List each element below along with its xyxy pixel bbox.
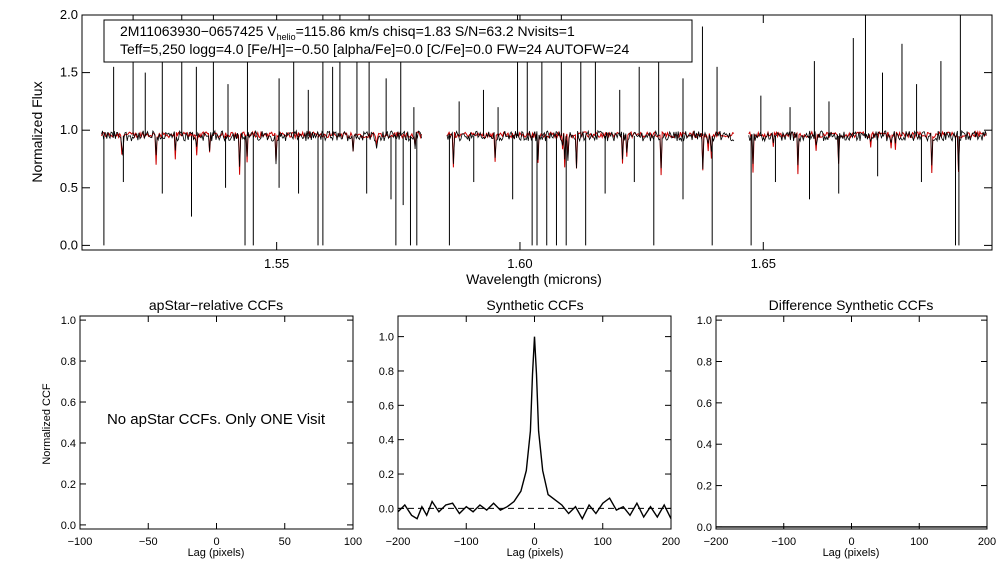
x-tick-label: 100: [594, 536, 612, 548]
x-tick-label: 1.65: [751, 256, 776, 271]
info-star-id: 2M11063930−0657425 V: [120, 23, 277, 39]
x-tick-label: 100: [910, 536, 928, 548]
difference-ccf-x-label: Lag (pixels): [823, 547, 880, 559]
y-tick-label: 0.0: [61, 520, 76, 532]
y-tick-label: 0.5: [60, 180, 78, 195]
apstar-ccf-title: apStar−relative CCFs: [149, 297, 283, 313]
y-tick-label: 0.2: [379, 469, 394, 481]
y-tick-label: 0.0: [697, 522, 712, 534]
observed-spectrum-line: [101, 129, 422, 167]
y-tick-label: 1.0: [60, 122, 78, 137]
x-tick-label: 0: [531, 536, 537, 548]
y-tick-label: 0.4: [697, 439, 712, 451]
y-tick-label: 1.5: [60, 65, 78, 80]
y-tick-label: 1.0: [697, 315, 712, 327]
x-tick-label: 200: [662, 536, 680, 548]
info-box: 2M11063930−0657425 Vhelio=115.86 km/s ch…: [103, 19, 693, 63]
x-tick-label: −200: [386, 536, 411, 548]
x-tick-label: 1.60: [507, 256, 532, 271]
y-tick-label: 0.6: [61, 397, 76, 409]
y-tick-label: 0.0: [379, 503, 394, 515]
spectrum-x-ticks: 1.55 1.60 1.65: [264, 15, 776, 271]
y-tick-label: 0.2: [697, 481, 712, 493]
y-tick-label: 0.8: [697, 356, 712, 368]
synthetic-ccf-line: [397, 336, 672, 521]
difference-ccf-x-ticks: −200 −100 0 100 200: [704, 316, 996, 548]
y-tick-label: 0.8: [379, 366, 394, 378]
apstar-ccf-x-ticks: −100 −50 0 50 100: [68, 316, 362, 548]
x-tick-label: 200: [978, 536, 996, 548]
x-tick-label: −100: [771, 536, 796, 548]
spectrum-y-ticks: 0.0 0.5 1.0 1.5 2.0: [60, 7, 992, 252]
x-tick-label: 0: [213, 536, 219, 548]
info-stats: =115.86 km/s chisq=1.83 S/N=63.2 Nvisits…: [296, 23, 575, 39]
y-tick-label: 0.4: [61, 438, 76, 450]
x-tick-label: −100: [454, 536, 479, 548]
y-tick-label: 0.6: [379, 400, 394, 412]
y-tick-label: 1.0: [379, 332, 394, 344]
y-tick-label: 0.0: [60, 237, 78, 252]
synthetic-ccf-panel: Synthetic CCFs 0.0 0.2 0.4 0.6 0.8 1.0 −200 −1…: [379, 297, 680, 559]
info-vhelio-subscript: helio: [277, 32, 296, 42]
synthetic-ccf-x-ticks: −200 −100 0 100 200: [386, 316, 680, 548]
apstar-ccf-x-label: Lag (pixels): [188, 547, 245, 559]
synthetic-ccf-y-ticks: 0.0 0.2 0.4 0.6 0.8 1.0: [379, 332, 671, 515]
synthetic-ccf-x-label: Lag (pixels): [507, 547, 564, 559]
x-tick-label: −100: [68, 536, 93, 548]
apstar-ccf-y-label: Normalized CCF: [41, 383, 53, 465]
x-tick-label: 1.55: [264, 256, 289, 271]
no-ccf-message: No apStar CCFs. Only ONE Visit: [107, 411, 326, 428]
info-box-frame: [103, 19, 693, 63]
apstar-ccf-y-ticks: 0.0 0.2 0.4 0.6 0.8 1.0: [61, 315, 353, 532]
synthetic-ccf-title: Synthetic CCFs: [486, 297, 583, 313]
x-tick-label: 50: [279, 536, 291, 548]
synthetic-ccf-plot-area: [397, 336, 672, 521]
spectrum-x-label: Wavelength (microns): [466, 271, 602, 287]
difference-ccf-panel: Difference Synthetic CCFs 0.00.20.40.60.…: [697, 297, 996, 559]
x-tick-label: 0: [848, 536, 854, 548]
y-tick-label: 0.2: [61, 479, 76, 491]
observed-spectrum-line: [748, 129, 987, 170]
y-tick-label: 0.8: [61, 356, 76, 368]
info-line-1: 2M11063930−0657425 Vhelio=115.86 km/s ch…: [120, 23, 575, 42]
x-tick-label: 100: [344, 536, 362, 548]
y-tick-label: 0.4: [379, 435, 394, 447]
x-tick-label: −50: [139, 536, 158, 548]
difference-ccf-y-ticks: 0.0 0.2 0.4 0.6 0.8 1.0: [697, 315, 987, 534]
spectrum-panel: 0.0 0.5 1.0 1.5 2.0 1.55 1.60 1.65 Wavelength …: [29, 7, 993, 287]
info-line-2: Teff=5,250 logg=4.0 [Fe/H]=−0.50 [alpha/…: [120, 41, 629, 57]
y-tick-label: 0.6: [697, 398, 712, 410]
y-tick-label: 2.0: [60, 7, 78, 22]
spectrum-frame: [81, 14, 993, 251]
y-tick-label: 1.0: [61, 315, 76, 327]
apstar-ccf-panel: apStar−relative CCFs 0.00.20.40.60.81.0 …: [41, 297, 362, 559]
spectrum-y-label: Normalized Flux: [29, 81, 45, 182]
observed-spectrum-line: [446, 129, 735, 170]
x-tick-label: −200: [704, 536, 729, 548]
difference-ccf-title: Difference Synthetic CCFs: [769, 297, 934, 313]
